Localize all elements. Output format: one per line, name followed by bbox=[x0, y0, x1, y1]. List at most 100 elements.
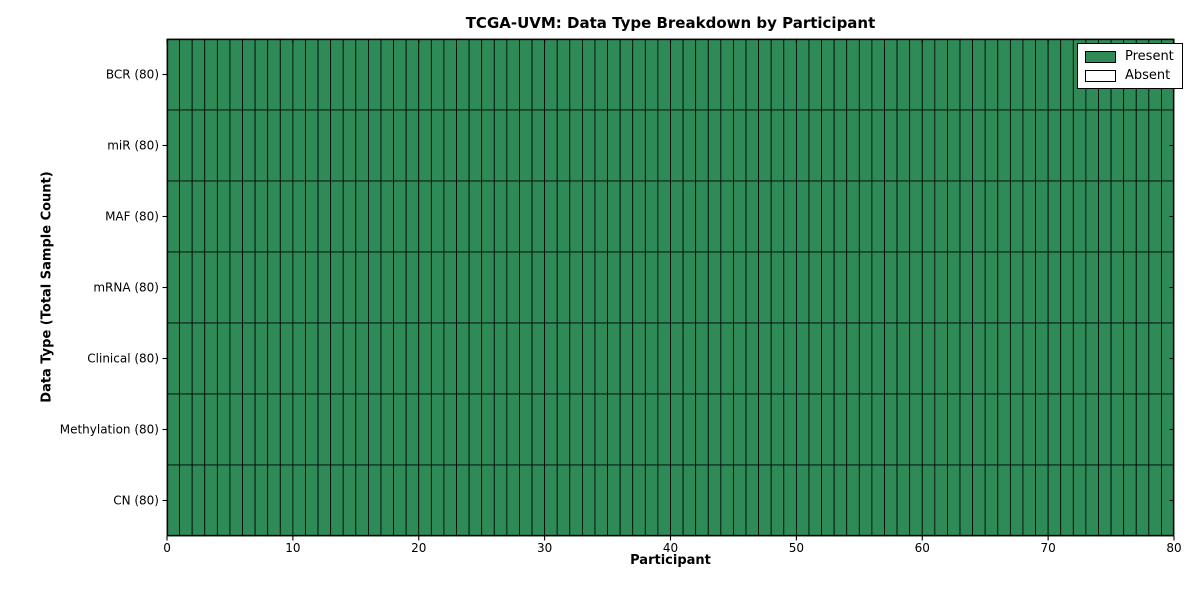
heatmap-cell bbox=[745, 180, 760, 253]
heatmap-cell bbox=[695, 322, 709, 395]
heatmap-cell bbox=[783, 109, 797, 182]
heatmap-cell bbox=[1060, 322, 1074, 395]
heatmap-cell bbox=[821, 322, 835, 395]
heatmap-cell bbox=[443, 251, 457, 324]
heatmap-cell bbox=[947, 322, 961, 395]
heatmap-cell bbox=[229, 251, 243, 324]
heatmap-cell bbox=[242, 251, 256, 324]
heatmap-cell bbox=[1098, 464, 1112, 537]
heatmap-cell bbox=[166, 322, 180, 395]
heatmap-cell bbox=[443, 393, 457, 466]
heatmap-cell bbox=[745, 322, 760, 395]
heatmap-cell bbox=[619, 38, 634, 111]
heatmap-cell bbox=[695, 393, 709, 466]
heatmap-cell bbox=[858, 464, 873, 537]
heatmap-cell bbox=[493, 38, 508, 111]
heatmap-cell bbox=[367, 464, 382, 537]
heatmap-cell bbox=[456, 251, 470, 324]
heatmap-cell bbox=[1110, 322, 1125, 395]
heatmap-cell bbox=[833, 393, 848, 466]
heatmap-cell bbox=[770, 109, 785, 182]
heatmap-cell bbox=[808, 393, 822, 466]
heatmap-cell bbox=[720, 109, 734, 182]
heatmap-cell bbox=[1148, 464, 1162, 537]
heatmap-cell bbox=[846, 393, 860, 466]
heatmap-cell bbox=[581, 180, 596, 253]
heatmap-cell bbox=[1123, 322, 1137, 395]
heatmap-cell bbox=[921, 180, 936, 253]
x-tick-label: 50 bbox=[789, 541, 804, 555]
heatmap-plot: 0 10 20 30 40 50 60 70 80 BCR (80) miR (80) MAF (80… bbox=[60, 38, 1182, 555]
heatmap-cell bbox=[745, 251, 760, 324]
heatmap-cell bbox=[594, 464, 608, 537]
heatmap-cell bbox=[367, 251, 382, 324]
heatmap-cell bbox=[456, 393, 470, 466]
heatmap-cell bbox=[355, 464, 369, 537]
heatmap-cell bbox=[1135, 322, 1150, 395]
heatmap-cell bbox=[493, 109, 508, 182]
heatmap-cell bbox=[1098, 180, 1112, 253]
heatmap-cell bbox=[821, 180, 835, 253]
heatmap-cell bbox=[644, 464, 659, 537]
heatmap-cell bbox=[821, 393, 835, 466]
heatmap-cell bbox=[682, 464, 697, 537]
heatmap-cell bbox=[179, 393, 193, 466]
heatmap-cell bbox=[1110, 180, 1125, 253]
heatmap-cell bbox=[556, 322, 571, 395]
heatmap-cell bbox=[858, 38, 873, 111]
heatmap-cell bbox=[418, 180, 432, 253]
heatmap-cell bbox=[909, 393, 923, 466]
heatmap-cell bbox=[342, 180, 357, 253]
heatmap-cell bbox=[795, 393, 810, 466]
heatmap-cell bbox=[581, 38, 596, 111]
heatmap-cell bbox=[430, 180, 445, 253]
heatmap-cell bbox=[959, 393, 974, 466]
heatmap-cell bbox=[846, 464, 860, 537]
heatmap-cell bbox=[481, 38, 495, 111]
heatmap-cell bbox=[355, 322, 369, 395]
heatmap-cell bbox=[972, 322, 986, 395]
heatmap-cell bbox=[254, 109, 269, 182]
heatmap-cell bbox=[871, 180, 885, 253]
heatmap-cell bbox=[896, 322, 911, 395]
heatmap-cell bbox=[267, 38, 281, 111]
heatmap-cell bbox=[720, 393, 734, 466]
heatmap-cell bbox=[644, 322, 659, 395]
heatmap-cell bbox=[1148, 109, 1162, 182]
heatmap-cell bbox=[506, 251, 520, 324]
heatmap-cell bbox=[1022, 322, 1036, 395]
heatmap-cell bbox=[607, 322, 621, 395]
x-tick-label: 80 bbox=[1166, 541, 1181, 555]
heatmap-cell bbox=[670, 322, 684, 395]
heatmap-cell bbox=[607, 464, 621, 537]
heatmap-cell bbox=[896, 180, 911, 253]
heatmap-cell bbox=[393, 38, 407, 111]
heatmap-cell bbox=[858, 109, 873, 182]
heatmap-cell bbox=[884, 38, 898, 111]
heatmap-cell bbox=[1035, 180, 1049, 253]
heatmap-cell bbox=[380, 109, 394, 182]
heatmap-cell bbox=[342, 464, 357, 537]
heatmap-cell bbox=[707, 38, 722, 111]
heatmap-cell bbox=[493, 180, 508, 253]
heatmap-cell bbox=[1135, 464, 1150, 537]
heatmap-cell bbox=[884, 393, 898, 466]
heatmap-cell bbox=[367, 393, 382, 466]
heatmap-cell bbox=[632, 251, 646, 324]
heatmap-cell bbox=[1110, 251, 1125, 324]
heatmap-cell bbox=[216, 180, 231, 253]
legend-label: Present bbox=[1125, 49, 1174, 64]
heatmap-cell bbox=[317, 393, 332, 466]
heatmap-cell bbox=[1085, 180, 1099, 253]
heatmap-cell bbox=[342, 251, 357, 324]
heatmap-cell bbox=[569, 38, 583, 111]
heatmap-cell bbox=[581, 393, 596, 466]
heatmap-cell bbox=[670, 393, 684, 466]
heatmap-cell bbox=[216, 464, 231, 537]
heatmap-cell bbox=[393, 180, 407, 253]
heatmap-cell bbox=[745, 109, 760, 182]
heatmap-cell bbox=[795, 38, 810, 111]
heatmap-cell bbox=[481, 109, 495, 182]
heatmap-cell bbox=[1035, 251, 1049, 324]
heatmap-cell bbox=[909, 180, 923, 253]
